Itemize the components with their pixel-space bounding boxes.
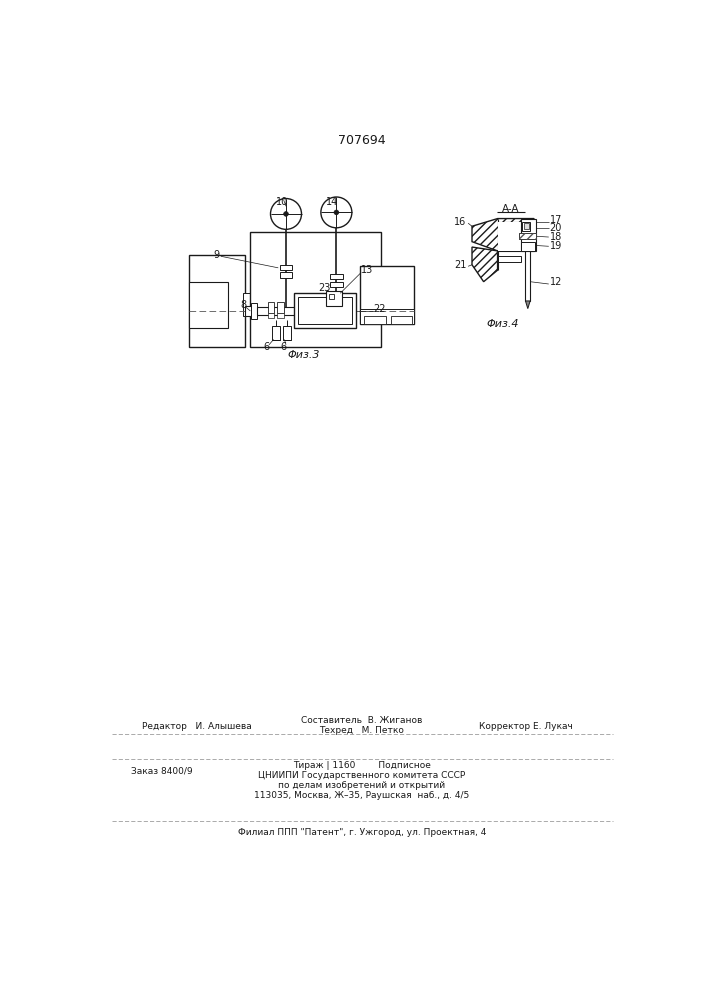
Text: Тираж | 1160        Подписное: Тираж | 1160 Подписное bbox=[293, 761, 431, 770]
Text: 113035, Москва, Ж–35, Раушская  наб., д. 4/5: 113035, Москва, Ж–35, Раушская наб., д. … bbox=[255, 791, 469, 800]
Bar bbox=[498, 222, 534, 251]
Bar bbox=[327, 291, 341, 306]
Bar bbox=[268, 313, 274, 318]
Circle shape bbox=[334, 210, 339, 215]
Text: 22: 22 bbox=[373, 304, 385, 314]
Bar bbox=[245, 306, 257, 316]
Text: 9: 9 bbox=[214, 250, 219, 260]
Bar bbox=[251, 303, 257, 319]
Bar bbox=[364, 316, 386, 324]
Bar bbox=[329, 294, 334, 299]
Bar bbox=[391, 316, 412, 324]
Bar bbox=[519, 233, 537, 239]
Text: Корректор Е. Лукач: Корректор Е. Лукач bbox=[479, 722, 573, 731]
Text: 18: 18 bbox=[549, 232, 562, 242]
Bar bbox=[525, 251, 530, 301]
Text: по делам изобретений и открытий: по делам изобретений и открытий bbox=[279, 781, 445, 790]
Text: Составитель  В. Жиганов: Составитель В. Жиганов bbox=[301, 716, 423, 725]
Bar bbox=[360, 266, 414, 324]
Bar bbox=[521, 219, 537, 251]
Bar bbox=[298, 297, 352, 324]
Polygon shape bbox=[472, 247, 498, 282]
Text: 17: 17 bbox=[549, 215, 562, 225]
Bar bbox=[498, 256, 521, 262]
Bar bbox=[268, 302, 274, 313]
Text: 10: 10 bbox=[276, 197, 288, 207]
Bar bbox=[272, 326, 280, 340]
Bar bbox=[524, 223, 529, 229]
Text: 8: 8 bbox=[240, 300, 247, 310]
Bar bbox=[519, 233, 537, 239]
Bar bbox=[330, 282, 343, 287]
Text: Заказ 8400/9: Заказ 8400/9 bbox=[132, 766, 193, 775]
Text: 20: 20 bbox=[549, 223, 562, 233]
Text: Φиз.4: Φиз.4 bbox=[486, 319, 519, 329]
Bar bbox=[277, 302, 284, 313]
Polygon shape bbox=[525, 301, 530, 309]
Bar bbox=[257, 307, 313, 315]
Bar bbox=[189, 255, 245, 347]
Text: 23: 23 bbox=[319, 283, 331, 293]
Text: 12: 12 bbox=[549, 277, 562, 287]
Text: Филиал ППП "Патент", г. Ужгород, ул. Проектная, 4: Филиал ППП "Патент", г. Ужгород, ул. Про… bbox=[238, 828, 486, 837]
Bar bbox=[293, 293, 356, 328]
Text: 6: 6 bbox=[264, 342, 269, 352]
Bar bbox=[360, 309, 414, 324]
Bar bbox=[280, 272, 292, 278]
Text: Редактор   И. Алышева: Редактор И. Алышева bbox=[142, 722, 252, 731]
Circle shape bbox=[321, 197, 352, 228]
Text: 6: 6 bbox=[281, 342, 287, 352]
Text: Техред   М. Петко: Техред М. Петко bbox=[320, 726, 404, 735]
Circle shape bbox=[271, 199, 301, 229]
Bar bbox=[189, 282, 228, 328]
Bar bbox=[521, 242, 534, 251]
Bar bbox=[243, 293, 250, 316]
Bar bbox=[522, 222, 530, 231]
Text: 16: 16 bbox=[455, 217, 467, 227]
Bar bbox=[330, 274, 343, 279]
Bar bbox=[277, 313, 284, 318]
Text: 21: 21 bbox=[454, 260, 467, 270]
Bar bbox=[283, 326, 291, 340]
Text: Φиз.3: Φиз.3 bbox=[288, 350, 320, 360]
Text: 14: 14 bbox=[327, 197, 339, 207]
Polygon shape bbox=[472, 219, 534, 251]
Text: 707694: 707694 bbox=[338, 134, 386, 147]
Bar bbox=[280, 265, 292, 270]
Text: A-A: A-A bbox=[502, 204, 520, 214]
Text: 13: 13 bbox=[361, 265, 373, 275]
Text: ЦНИИПИ Государственного комитета СССР: ЦНИИПИ Государственного комитета СССР bbox=[258, 771, 466, 780]
Circle shape bbox=[284, 212, 288, 216]
Bar bbox=[250, 232, 381, 347]
Text: 19: 19 bbox=[549, 241, 562, 251]
